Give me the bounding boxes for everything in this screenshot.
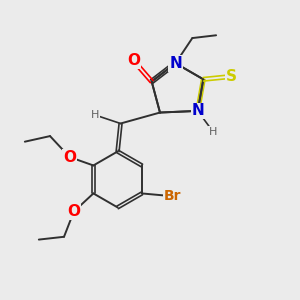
Text: N: N [169, 56, 182, 71]
Text: O: O [63, 150, 76, 165]
Text: H: H [209, 127, 217, 137]
Text: H: H [91, 110, 100, 120]
Text: S: S [226, 69, 237, 84]
Text: O: O [127, 53, 140, 68]
Text: N: N [191, 103, 204, 118]
Text: O: O [67, 204, 80, 219]
Text: Br: Br [164, 189, 182, 203]
